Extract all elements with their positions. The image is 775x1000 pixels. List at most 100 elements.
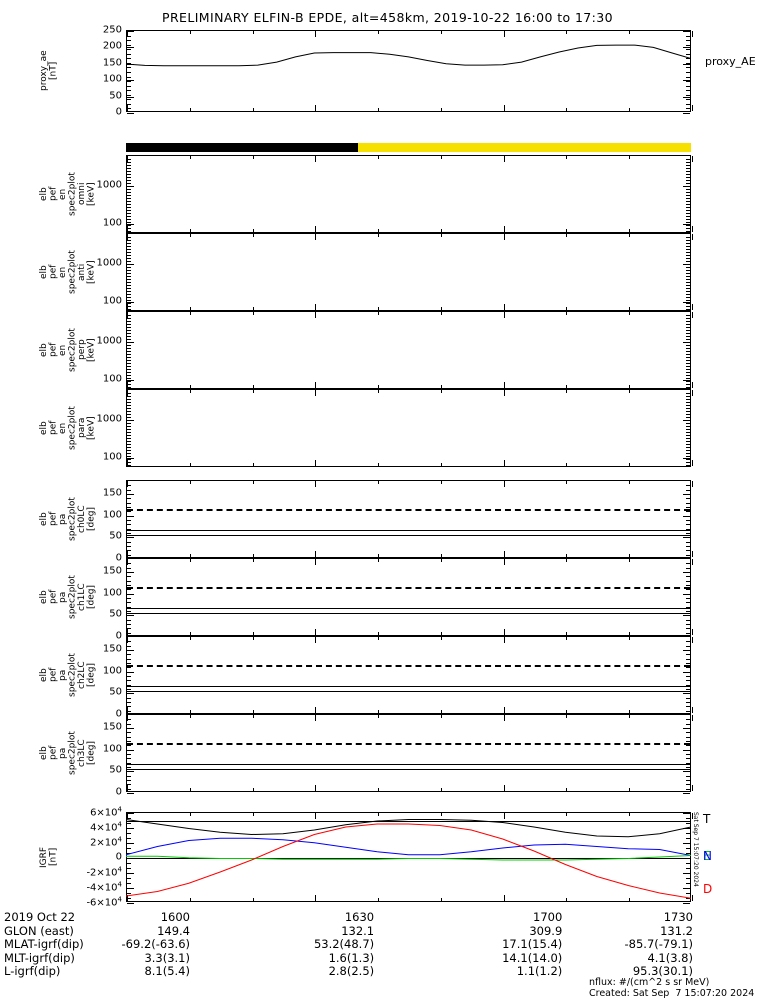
xtick bbox=[127, 226, 128, 232]
minor-tick bbox=[686, 771, 690, 773]
minor-tick bbox=[686, 264, 690, 265]
xtick bbox=[252, 637, 254, 640]
xtick bbox=[566, 229, 568, 232]
xtick bbox=[189, 108, 191, 111]
minor-tick bbox=[127, 255, 131, 256]
xtick bbox=[252, 385, 254, 388]
xtick bbox=[440, 156, 442, 159]
minor-tick bbox=[686, 99, 690, 101]
minor-tick bbox=[127, 838, 131, 839]
minor-tick bbox=[127, 53, 131, 55]
ytick-pa-ch3lc-1: 50 bbox=[109, 764, 122, 776]
ytick-en-anti-0: 100 bbox=[102, 295, 122, 307]
xtick bbox=[503, 31, 505, 37]
minor-tick bbox=[686, 745, 690, 747]
xtick bbox=[315, 559, 317, 565]
xtick bbox=[629, 554, 631, 557]
xtick bbox=[629, 108, 631, 111]
minor-tick bbox=[127, 44, 131, 46]
minor-tick bbox=[686, 62, 690, 64]
minor-tick bbox=[686, 378, 690, 379]
xaxis-value-r2-c2: 17.1(15.4) bbox=[502, 937, 563, 952]
minor-tick bbox=[686, 838, 690, 839]
minor-tick bbox=[686, 438, 690, 439]
minor-tick bbox=[127, 49, 131, 51]
minor-tick bbox=[686, 435, 690, 436]
minor-tick bbox=[127, 732, 131, 734]
xtick bbox=[440, 715, 442, 718]
minor-tick bbox=[127, 282, 131, 283]
minor-tick bbox=[686, 572, 690, 573]
minor-tick bbox=[127, 444, 131, 445]
panel-en-para bbox=[126, 389, 693, 467]
minor-tick bbox=[686, 762, 690, 764]
minor-tick bbox=[127, 689, 131, 690]
minor-tick bbox=[686, 162, 690, 163]
minor-tick bbox=[686, 333, 690, 334]
xtick bbox=[252, 788, 254, 791]
xtick bbox=[315, 813, 317, 819]
minor-tick bbox=[127, 387, 131, 388]
minor-tick bbox=[686, 828, 690, 829]
minor-tick bbox=[686, 585, 690, 586]
minor-tick bbox=[127, 249, 131, 250]
minor-tick bbox=[127, 348, 131, 349]
xtick bbox=[566, 715, 568, 718]
minor-tick bbox=[127, 602, 131, 604]
minor-tick bbox=[686, 195, 690, 196]
minor-tick bbox=[127, 324, 131, 325]
minor-tick bbox=[686, 393, 690, 394]
minor-tick bbox=[686, 198, 690, 199]
xtick bbox=[629, 481, 631, 484]
xtick bbox=[189, 390, 191, 393]
legend-label-E: E bbox=[703, 849, 711, 863]
xtick bbox=[189, 31, 191, 34]
xtick bbox=[503, 460, 505, 466]
side-timestamp: Sat Sep 7 15:07:20 2024 bbox=[692, 812, 699, 887]
xtick bbox=[440, 788, 442, 791]
minor-tick bbox=[686, 108, 690, 110]
xtick bbox=[315, 234, 317, 240]
xtick bbox=[127, 481, 128, 487]
xtick bbox=[440, 229, 442, 232]
xaxis-value-r4-c0: 8.1(5.4) bbox=[144, 964, 190, 979]
minor-tick bbox=[127, 162, 131, 163]
xtick bbox=[315, 629, 317, 635]
minor-tick bbox=[127, 680, 131, 682]
xaxis-value-r1-c2: 309.9 bbox=[529, 923, 563, 938]
minor-tick bbox=[127, 321, 131, 322]
xtick bbox=[378, 108, 380, 111]
minor-tick bbox=[686, 375, 690, 376]
tickmark bbox=[683, 813, 690, 814]
xtick bbox=[503, 785, 505, 791]
minor-tick bbox=[127, 198, 131, 199]
minor-tick bbox=[127, 420, 131, 421]
xtick bbox=[378, 312, 380, 315]
minor-tick bbox=[127, 103, 131, 105]
minor-tick bbox=[686, 94, 690, 96]
minor-tick bbox=[127, 465, 131, 466]
minor-tick bbox=[127, 291, 131, 292]
minor-tick bbox=[127, 432, 131, 433]
minor-tick bbox=[686, 697, 690, 699]
minor-tick bbox=[686, 210, 690, 211]
xtick bbox=[378, 307, 380, 310]
minor-tick bbox=[686, 883, 690, 884]
xtick bbox=[252, 481, 254, 484]
guide-line-0 bbox=[127, 607, 690, 609]
tickmark bbox=[127, 302, 134, 304]
xtick bbox=[378, 559, 380, 562]
minor-tick bbox=[127, 339, 131, 340]
ytick-pa-ch2lc-0: 0 bbox=[115, 708, 122, 720]
xtick bbox=[315, 481, 317, 487]
xtick bbox=[189, 229, 191, 232]
minor-tick bbox=[686, 309, 690, 310]
minor-tick bbox=[686, 624, 690, 625]
xtick bbox=[440, 813, 442, 816]
minor-tick bbox=[686, 35, 690, 37]
ytick-igrf-4: 2×104 bbox=[90, 835, 122, 849]
minor-tick bbox=[127, 749, 131, 751]
minor-tick bbox=[127, 192, 131, 193]
xtick bbox=[440, 390, 442, 393]
minor-tick bbox=[686, 318, 690, 319]
